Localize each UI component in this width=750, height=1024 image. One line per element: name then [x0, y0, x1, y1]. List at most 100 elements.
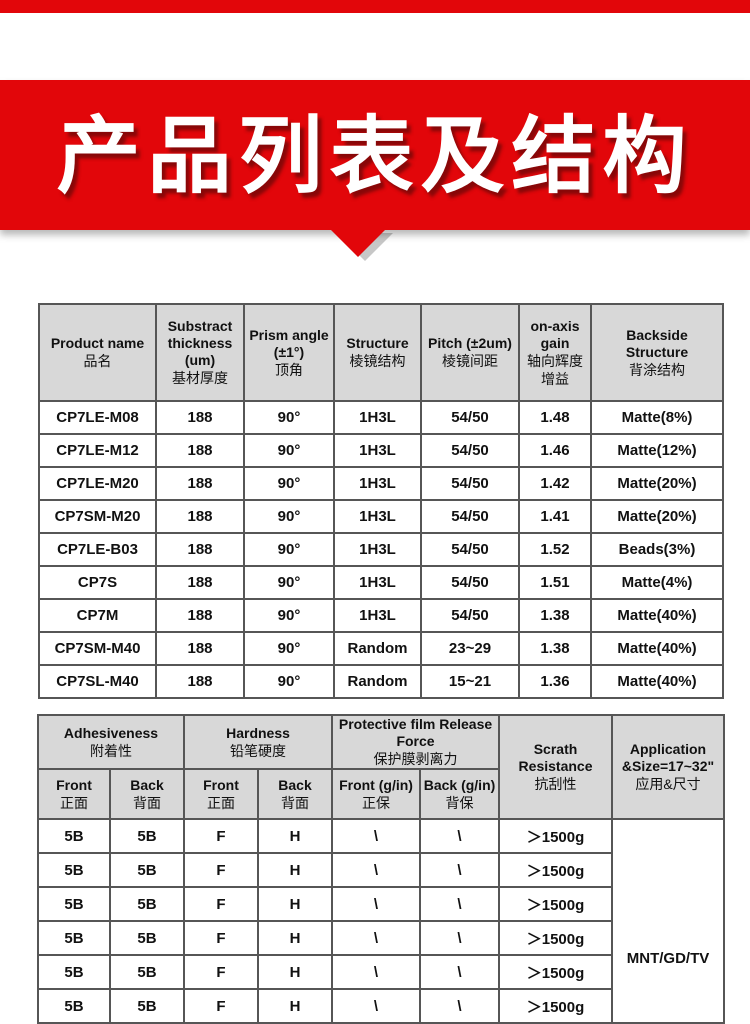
header-cn: 保护膜剥离力 — [373, 751, 458, 767]
cell-hard-front: F — [183, 852, 260, 888]
header-en: Adhesiveness — [63, 724, 159, 741]
column-header-application-size: Application &Size=17~32" 应用&尺寸 — [611, 714, 726, 820]
cell-hard-front: F — [183, 988, 260, 1024]
header-en: Hardness — [226, 724, 290, 741]
cell-prism-angle: 90° — [243, 598, 335, 633]
cell-release-back: \ — [419, 886, 501, 922]
cell-adh-front: 5B — [37, 886, 111, 922]
cell-structure: 1H3L — [333, 499, 422, 534]
cell-pitch: 54/50 — [420, 499, 520, 534]
cell-backside: Matte(20%) — [590, 499, 724, 534]
cell-gain: 1.41 — [518, 499, 592, 534]
sub-header-release-back: Back (g/in) 背保 — [419, 768, 501, 820]
sub-header-adhesiveness-back: Back 背面 — [108, 768, 186, 820]
cell-scratch: ＞1500g — [498, 852, 614, 888]
cell-pitch: 15~21 — [420, 664, 520, 699]
header-cn: 品名 — [83, 353, 112, 369]
cell-hard-back: H — [257, 954, 334, 990]
cell-hard-front: F — [183, 886, 260, 922]
header-cn: 应用&尺寸 — [635, 776, 701, 792]
cell-scratch: ＞1500g — [498, 886, 614, 922]
column-header-scratch-resistance: Scrath Resistance 抗刮性 — [498, 714, 614, 820]
column-header-product-name: Product name 品名 — [38, 303, 157, 402]
cell-pitch: 54/50 — [420, 466, 520, 501]
cell-release-back: \ — [419, 920, 501, 956]
cell-adh-back: 5B — [108, 954, 186, 990]
cell-pitch: 54/50 — [420, 433, 520, 468]
cell-hard-front: F — [183, 920, 260, 956]
table-row: CP7SM-M40 188 90° Random 23~29 1.38 Matte(40%) — [38, 631, 724, 666]
top-red-strip — [0, 0, 750, 13]
header-en: Backside Structure — [625, 326, 689, 360]
header-en: Substract thickness (um) — [167, 318, 233, 368]
cell-product-name: CP7S — [38, 565, 157, 600]
cell-adh-back: 5B — [108, 852, 186, 888]
cell-release-front: \ — [331, 988, 422, 1024]
column-header-prism-angle: Prism angle (±1°) 顶角 — [243, 303, 335, 402]
header-en: Pitch (±2um) — [428, 335, 512, 351]
header-en: Front — [203, 776, 239, 793]
cell-hard-back: H — [257, 852, 334, 888]
header-en: Back (g/in) — [423, 776, 496, 793]
column-header-on-axis-gain: on-axis gain 轴向辉度增益 — [518, 303, 592, 402]
cell-thickness: 188 — [155, 598, 245, 633]
header-cn: 基材厚度 — [172, 370, 228, 386]
table-row: 5B 5B F H \ \ ＞1500g — [37, 852, 724, 888]
header-cn: 正面 — [207, 794, 236, 811]
column-header-backside-structure: Backside Structure 背涂结构 — [590, 303, 724, 402]
cell-structure: Random — [333, 631, 422, 666]
cell-product-name: CP7LE-M20 — [38, 466, 157, 501]
cell-adh-front: 5B — [37, 818, 111, 854]
cell-gain: 1.36 — [518, 664, 592, 699]
header-en: Structure — [346, 335, 409, 351]
title-banner: 产品列表及结构 — [0, 80, 750, 230]
header-cn: 抗刮性 — [534, 776, 577, 792]
header-en: Protective film Release Force — [338, 716, 493, 749]
header-cn: 正面 — [60, 794, 88, 811]
cell-backside: Matte(12%) — [590, 433, 724, 468]
table-row: CP7LE-M08 188 90° 1H3L 54/50 1.48 Matte(8%) — [38, 400, 724, 435]
cell-adh-front: 5B — [37, 988, 111, 1024]
cell-backside: Beads(3%) — [590, 532, 724, 567]
cell-prism-angle: 90° — [243, 433, 335, 468]
cell-thickness: 188 — [155, 631, 245, 666]
sub-header-adhesiveness-front: Front 正面 — [37, 768, 111, 820]
cell-structure: 1H3L — [333, 400, 422, 435]
group-header-release-force: Protective film Release Force 保护膜剥离力 — [331, 714, 501, 770]
cell-adh-front: 5B — [37, 954, 111, 990]
cell-adh-front: 5B — [37, 920, 111, 956]
header-cn: 背面 — [281, 794, 310, 811]
column-header-structure: Structure 棱镜结构 — [333, 303, 422, 402]
header-cn: 正保 — [362, 794, 391, 811]
application-value: MNT/GD/TV — [626, 950, 710, 967]
physical-properties-table: Adhesiveness 附着性 Hardness 铅笔硬度 Protective … — [36, 714, 726, 1024]
table-row: CP7S 188 90° 1H3L 54/50 1.51 Matte(4%) — [38, 565, 724, 600]
table-row: 5B 5B F H \ \ ＞1500g — [37, 920, 724, 956]
cell-product-name: CP7LE-M08 — [38, 400, 157, 435]
cell-application-merged: MNT/GD/TV — [611, 818, 726, 1024]
cell-hard-front: F — [183, 954, 260, 990]
header-cn: 棱镜结构 — [349, 353, 406, 369]
cell-structure: 1H3L — [333, 466, 422, 501]
cell-backside: Matte(20%) — [590, 466, 724, 501]
header-en: Scrath Resistance — [518, 741, 593, 774]
cell-prism-angle: 90° — [243, 400, 335, 435]
header-en: Back — [278, 776, 312, 793]
cell-pitch: 54/50 — [420, 598, 520, 633]
cell-hard-front: F — [183, 818, 260, 854]
header-en: Front (g/in) — [339, 776, 413, 793]
table-row: 5B 5B F H \ \ ＞1500g MNT/GD/TV — [37, 818, 726, 1024]
cell-backside: Matte(40%) — [590, 631, 724, 666]
header-cn: 背保 — [445, 794, 474, 811]
table-row: 5B 5B F H \ \ ＞1500g — [37, 886, 724, 922]
cell-structure: 1H3L — [333, 532, 422, 567]
cell-gain: 1.52 — [518, 532, 592, 567]
cell-prism-angle: 90° — [243, 565, 335, 600]
cell-scratch: ＞1500g — [498, 954, 614, 990]
cell-adh-back: 5B — [108, 886, 186, 922]
header-en: Product name — [50, 335, 145, 351]
header-en: Back — [130, 776, 164, 793]
cell-hard-back: H — [257, 920, 334, 956]
table-row: CP7M 188 90° 1H3L 54/50 1.38 Matte(40%) — [38, 598, 724, 633]
sub-header-hardness-back: Back 背面 — [257, 768, 334, 820]
